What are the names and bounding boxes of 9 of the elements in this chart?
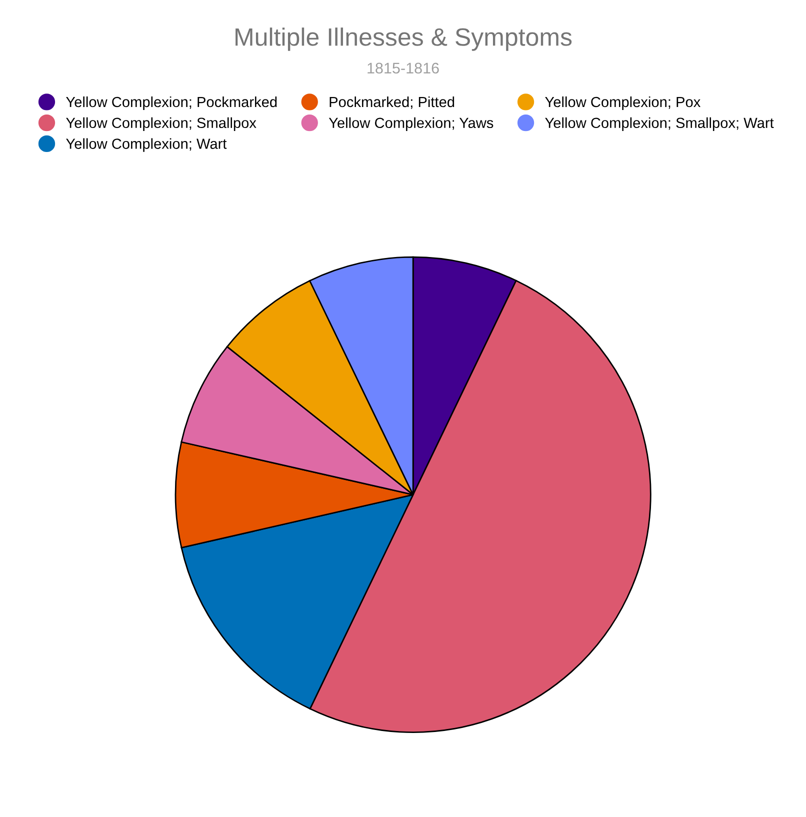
legend-label: Yellow Complexion; Yaws: [328, 117, 494, 131]
legend-label: Yellow Complexion; Wart: [66, 138, 227, 152]
chart-title: Multiple Illnesses & Symptoms: [236, 28, 572, 51]
chart-subtitle: 1815-1816: [368, 62, 439, 74]
legend-label: Yellow Complexion; Pockmarked: [66, 96, 277, 110]
legend-label: Yellow Complexion; Smallpox: [66, 117, 256, 131]
legend-label: Yellow Complexion; Smallpox; Wart: [545, 117, 774, 131]
legend-label: Yellow Complexion; Pox: [545, 96, 700, 110]
legend-label: Pockmarked; Pitted: [330, 96, 454, 109]
